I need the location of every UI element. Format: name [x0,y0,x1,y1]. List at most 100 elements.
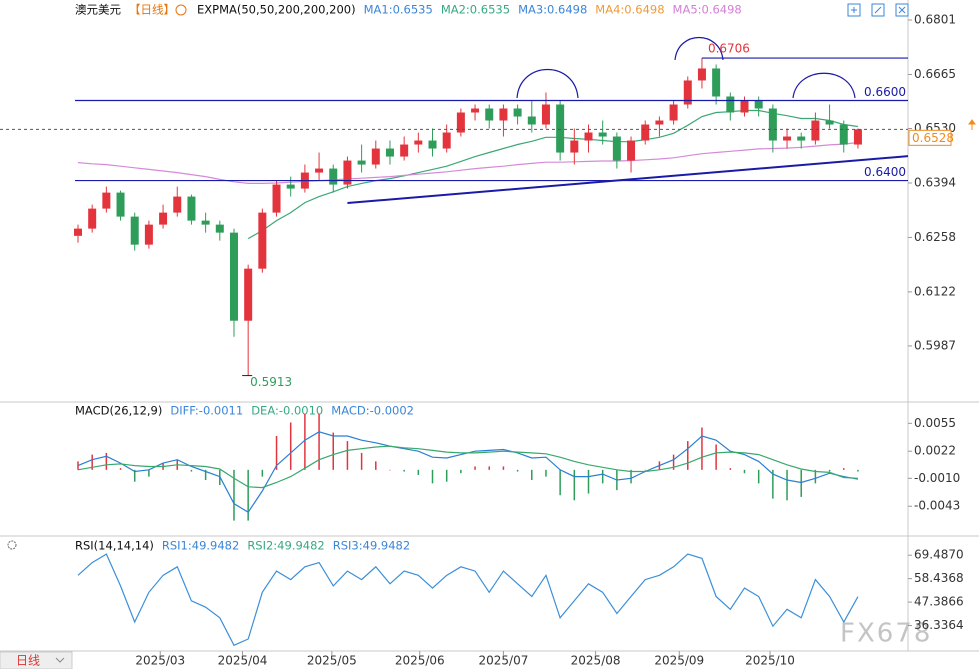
candle-body [726,96,735,113]
macd-bar [786,469,788,501]
macd-bar [814,469,817,484]
candle-body [740,100,749,113]
macd-bar [729,468,732,470]
candle-body [456,112,465,133]
legend-entry: EXPMA(50,50,200,200,200) [197,3,356,17]
macd-bar [857,469,859,472]
y-tick-label: 0.0022 [914,444,956,458]
y-tick-label: 69.4870 [914,548,964,562]
macd-bar [672,454,675,470]
candle-body [173,196,182,213]
footer-tab-label[interactable]: 日线 [16,654,40,668]
candle-body [187,196,196,221]
last-price-box [908,129,952,146]
candle-body [102,192,111,209]
candle-body [201,220,210,225]
candle-body [485,108,494,121]
macd-bar [701,427,703,470]
macd-bar [360,452,363,470]
candle-body [570,140,579,153]
macd-bar [743,469,746,474]
macd-bar [559,469,561,496]
y-tick-label: 0.6665 [914,67,956,81]
candle-body [385,148,394,157]
macd-bar [289,422,292,470]
x-tick-label: 2025/10 [745,654,795,668]
candle-body [655,120,664,125]
macd-bar [148,469,150,477]
legend-entry: RSI2:49.9482 [247,539,324,553]
macd-bar [77,461,79,470]
y-tick-label: 0.6801 [914,13,956,27]
toolbar-icons[interactable] [847,3,909,17]
settings-icon[interactable] [175,4,187,16]
candle-body [357,160,366,165]
candle-body [556,104,565,153]
macd-bar [502,466,505,470]
pattern-arcs [516,37,856,99]
macd-bar [843,468,845,470]
candle-body [116,192,125,217]
candle-body [612,136,621,161]
candle-body [598,132,607,137]
legend-entry: RSI1:49.9482 [162,539,239,553]
candle-body [683,80,692,105]
footer-tab[interactable] [0,651,73,669]
watermark: FX678 [840,619,932,649]
candle-body [768,108,777,141]
legend-entry: MA5:0.6498 [673,3,742,17]
macd-bar [119,468,122,470]
candle-body [272,184,281,213]
macd-bar [601,469,604,484]
y-tick-label: -0.0043 [914,499,960,513]
support-label: 0.6600 [864,85,906,99]
high-label: 0.6706 [708,42,750,56]
macd-bar [403,469,405,472]
macd-line [77,445,858,489]
support-label: 0.6400 [864,165,906,179]
candle-body [88,208,97,229]
price-arrow [968,119,976,130]
candle-body [783,136,792,141]
candle-body [541,104,550,125]
last-price-label: 0.6528 [912,131,954,145]
candle-body [400,144,409,157]
macd-bar [516,469,519,472]
legend-entry: MA4:0.6498 [595,3,664,17]
candle-body [797,136,806,141]
macd-bar [261,469,264,477]
candle-body [414,140,423,145]
macd-bar [488,466,490,470]
candle-body [627,140,636,161]
candle-body [839,124,848,145]
macd-bar [431,469,434,484]
y-tick-label: -0.0010 [914,471,960,485]
candle-body [258,212,267,269]
y-tick-label: 0.6258 [914,230,956,244]
candle-body [229,232,238,321]
legend-entry: RSI3:49.9482 [333,539,410,553]
macd-bar [332,432,335,470]
legend-entry: MACD:-0.0002 [331,404,414,418]
legend-entry: 澳元美元 [75,3,121,17]
candle-body [315,168,324,173]
y-tick-label: 0.5987 [914,338,956,352]
macd-bar [105,452,108,470]
candle-body [811,120,820,141]
legend-entry: MA3:0.6498 [518,3,587,17]
trend-line [347,155,909,204]
macd-bar [545,469,547,477]
candle-body [159,212,168,225]
candle-body [754,100,763,109]
candle-body [215,224,224,233]
candle-body [499,108,508,121]
macd-bar [204,469,207,480]
rsi-line [77,553,859,647]
candle-body [853,129,862,145]
macd-bar [587,469,590,494]
candle-body [343,160,352,185]
y-tick-label: 0.6122 [914,284,956,298]
macd-bar [375,461,377,470]
settings-icon[interactable] [7,540,17,550]
candle-body [669,104,678,121]
